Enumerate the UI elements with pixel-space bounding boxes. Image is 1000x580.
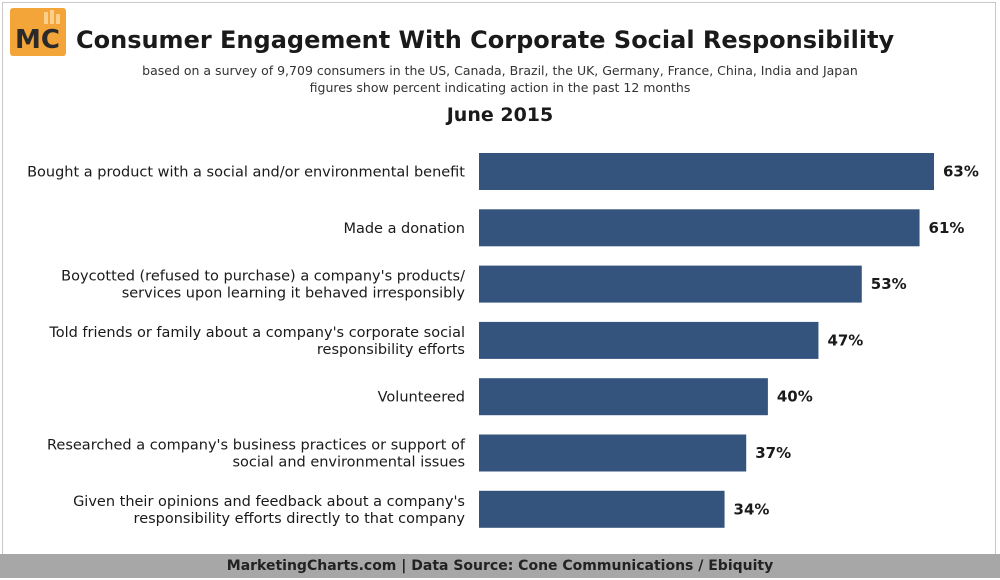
category-label-2: Made a donation bbox=[343, 221, 465, 237]
category-label-5: Volunteered bbox=[378, 390, 465, 406]
value-label-2: 61% bbox=[929, 219, 965, 237]
category-label-3: Boycotted (refused to purchase) a compan… bbox=[61, 269, 465, 302]
bar-2 bbox=[479, 209, 920, 247]
chart-subtitle-line2: figures show percent indicating action i… bbox=[309, 80, 691, 95]
bar-4 bbox=[479, 321, 819, 359]
value-label-1: 63% bbox=[943, 163, 979, 181]
bar-3 bbox=[479, 265, 862, 303]
value-label-7: 34% bbox=[734, 500, 770, 518]
category-label-6: Researched a company's business practice… bbox=[47, 438, 466, 471]
value-label-6: 37% bbox=[755, 444, 791, 462]
category-label-1: Bought a product with a social and/or en… bbox=[27, 165, 465, 181]
value-label-5: 40% bbox=[777, 388, 813, 406]
logo-text: MC bbox=[15, 25, 60, 55]
bar-6 bbox=[479, 434, 747, 472]
chart-period: June 2015 bbox=[446, 104, 554, 126]
category-label-7: Given their opinions and feedback about … bbox=[73, 494, 465, 527]
chart-title: Consumer Engagement With Corporate Socia… bbox=[76, 26, 895, 54]
chart-subtitle-line1: based on a survey of 9,709 consumers in … bbox=[142, 63, 858, 78]
bar-1 bbox=[479, 153, 934, 190]
bar-7 bbox=[479, 490, 725, 528]
chart-footer: MarketingCharts.com | Data Source: Cone … bbox=[0, 554, 1000, 578]
category-label-4: Told friends or family about a company's… bbox=[48, 325, 465, 358]
value-label-4: 47% bbox=[827, 331, 863, 349]
bar-5 bbox=[479, 378, 768, 416]
value-label-3: 53% bbox=[871, 275, 907, 293]
marketingcharts-logo: MC bbox=[10, 8, 66, 56]
